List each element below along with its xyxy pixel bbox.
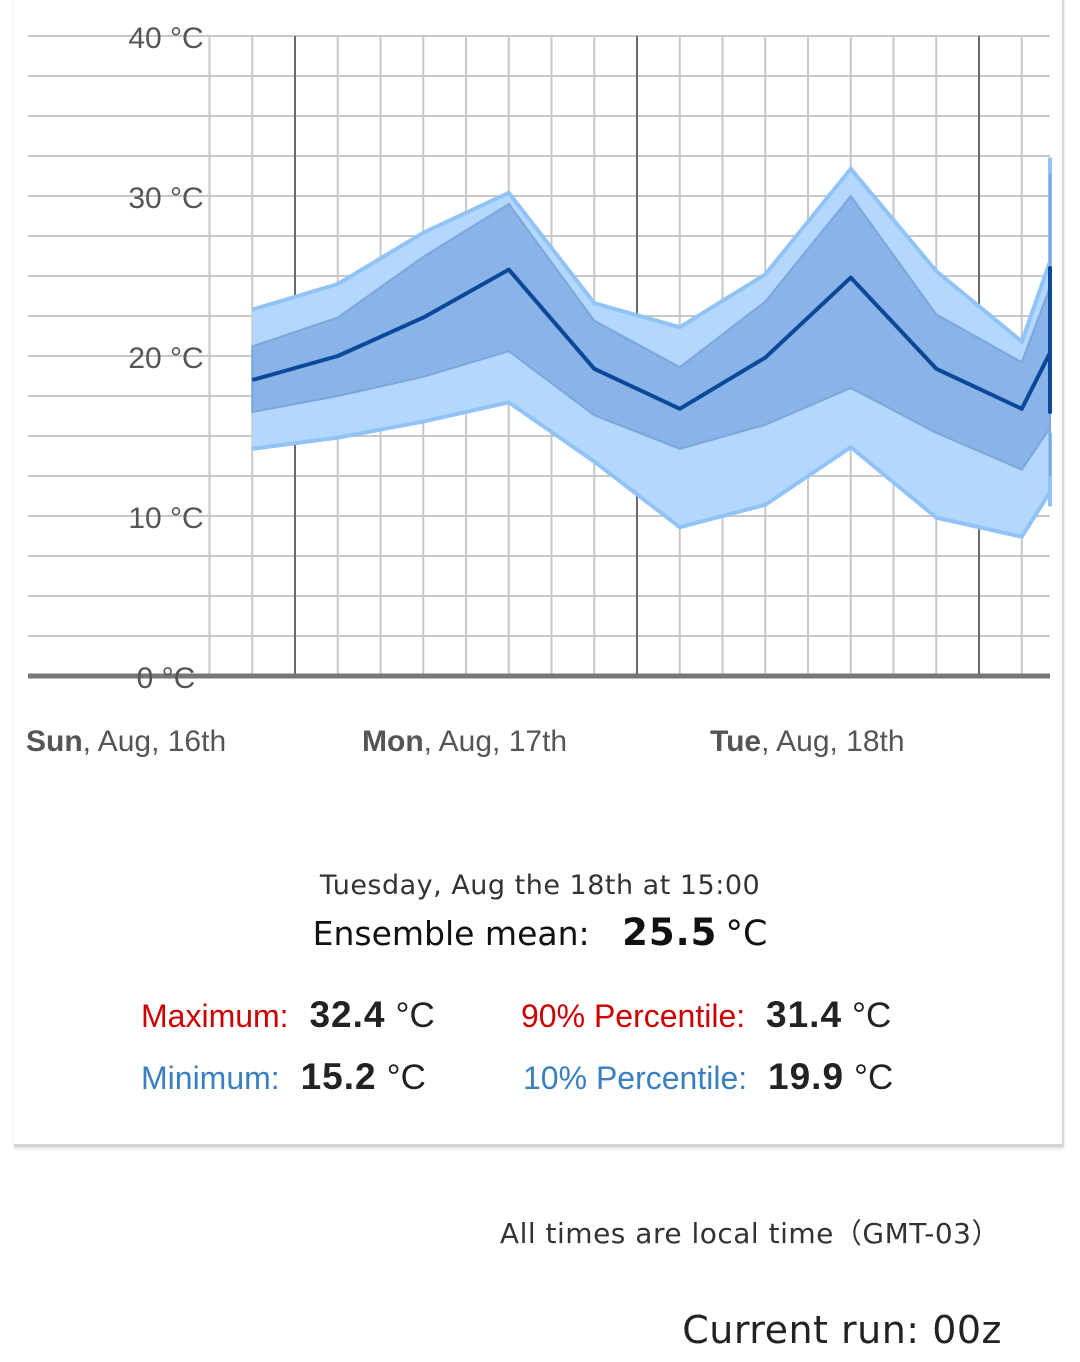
- y-tick-label: 30 °C: [128, 182, 203, 215]
- mean-line: [251, 266, 1052, 414]
- chart-bands: [251, 157, 1052, 540]
- maximum-label: Maximum:: [141, 998, 289, 1034]
- mean-label: Ensemble mean:: [312, 914, 590, 953]
- minimum-value: 15.2: [300, 1056, 377, 1097]
- p10-label: 10% Percentile:: [523, 1060, 748, 1096]
- current-run: Current run: 00z: [682, 1308, 1002, 1352]
- day-label-weekday: Mon: [362, 725, 424, 758]
- chart-labels: 0 °C 10 °C 20 °C 30 °C 40 °C Sun, Aug, 16th Mo…: [26, 22, 905, 758]
- minimum-unit: °C: [386, 1058, 426, 1097]
- p90-stat: 90% Percentile: 31.4 °C: [521, 994, 891, 1036]
- temperature-chart[interactable]: 0 °C 10 °C 20 °C 30 °C 40 °C Sun, Aug, 16th Mo…: [0, 0, 1080, 790]
- day-label-date: , Aug, 18th: [761, 725, 904, 758]
- p10-stat: 10% Percentile: 19.9 °C: [523, 1056, 893, 1098]
- p90-unit: °C: [852, 996, 892, 1035]
- day-label: Mon, Aug, 17th: [362, 725, 567, 758]
- day-label-date: , Aug, 16th: [83, 725, 226, 758]
- mean-value: 25.5: [622, 911, 718, 954]
- maximum-unit: °C: [395, 996, 435, 1035]
- timezone-note: All times are local time（GMT-03）: [499, 1217, 1000, 1250]
- p10-value: 19.9: [768, 1056, 845, 1097]
- day-label-weekday: Sun: [26, 725, 83, 758]
- ensemble-mean-row: Ensemble mean: 25.5 °C: [0, 911, 1080, 954]
- day-label-weekday: Tue: [710, 725, 761, 758]
- y-tick-label: 10 °C: [128, 502, 203, 535]
- day-label-date: , Aug, 17th: [424, 725, 567, 758]
- y-tick-label: 20 °C: [128, 342, 203, 375]
- mean-unit: °C: [725, 914, 768, 954]
- minimum-stat: Minimum: 15.2 °C: [141, 1056, 426, 1098]
- day-label: Sun, Aug, 16th: [26, 725, 226, 758]
- minimum-label: Minimum:: [141, 1060, 280, 1096]
- p90-value: 31.4: [766, 994, 843, 1035]
- y-tick-label: 0 °C: [137, 662, 196, 695]
- day-label: Tue, Aug, 18th: [710, 725, 905, 758]
- y-tick-label: 40 °C: [128, 22, 203, 55]
- p90-label: 90% Percentile:: [521, 998, 746, 1034]
- maximum-value: 32.4: [309, 994, 386, 1035]
- maximum-stat: Maximum: 32.4 °C: [141, 994, 435, 1036]
- detail-panel: Tuesday, Aug the 18th at 15:00 Ensemble …: [0, 870, 1080, 954]
- selected-time: Tuesday, Aug the 18th at 15:00: [319, 870, 761, 901]
- p10-unit: °C: [854, 1058, 894, 1097]
- percentile-band: [251, 173, 1051, 476]
- forecast-card: [14, 0, 1064, 1147]
